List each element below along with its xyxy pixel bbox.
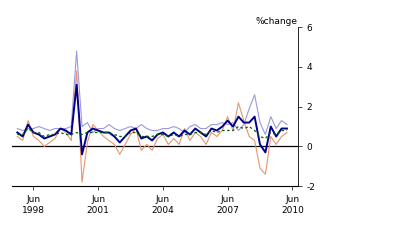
Text: %change: %change <box>256 17 298 26</box>
